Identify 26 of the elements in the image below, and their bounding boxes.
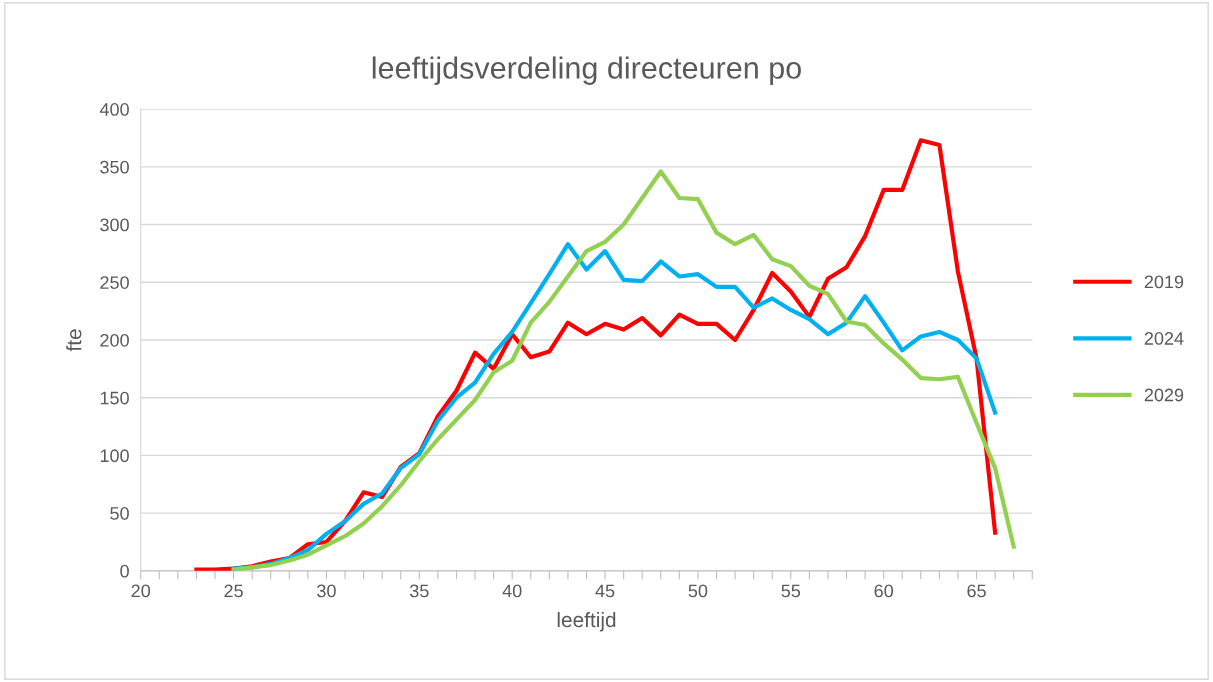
y-tick-label: 100 bbox=[100, 449, 129, 463]
y-axis-title: fte bbox=[66, 329, 82, 352]
x-tick-label: 35 bbox=[409, 584, 429, 598]
x-tick-label: 60 bbox=[874, 584, 894, 598]
x-tick-label: 45 bbox=[595, 584, 615, 598]
line-series bbox=[231, 242, 998, 571]
y-tick-label: 0 bbox=[120, 564, 129, 578]
legend-label: 2029 bbox=[1144, 388, 1184, 402]
y-tick-label: 150 bbox=[100, 391, 129, 405]
legend-label: 2024 bbox=[1144, 332, 1184, 345]
x-axis-title: leeftijd bbox=[557, 611, 616, 632]
x-tick-label: 30 bbox=[317, 584, 336, 598]
x-tick-label: 65 bbox=[967, 584, 986, 598]
y-tick-label: 300 bbox=[100, 218, 129, 232]
y-tick-label: 400 bbox=[99, 103, 129, 116]
y-tick-label: 250 bbox=[100, 276, 129, 289]
y-tick-label: 200 bbox=[100, 333, 129, 347]
x-tick-label: 20 bbox=[131, 584, 151, 598]
x-tick-label: 55 bbox=[781, 584, 801, 598]
y-tick-label: 50 bbox=[110, 507, 129, 520]
x-tick-label: 40 bbox=[502, 584, 522, 598]
legend-label: 2019 bbox=[1144, 275, 1184, 289]
x-tick-label: 25 bbox=[224, 584, 243, 598]
y-tick-label: 350 bbox=[100, 160, 129, 174]
x-tick-label: 50 bbox=[688, 584, 708, 598]
chart-title: leeftijdsverdeling directeuren po bbox=[372, 56, 801, 85]
